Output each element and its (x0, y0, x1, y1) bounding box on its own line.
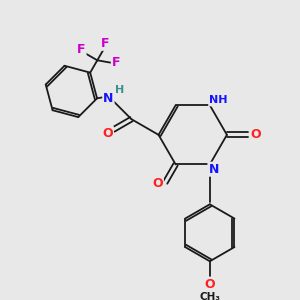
Text: N: N (208, 163, 219, 176)
Text: O: O (102, 127, 113, 140)
Text: O: O (250, 128, 261, 141)
Text: CH₃: CH₃ (199, 292, 220, 300)
Text: H: H (115, 85, 124, 95)
Text: F: F (77, 43, 86, 56)
Text: O: O (152, 177, 163, 190)
Text: F: F (112, 56, 120, 69)
Text: O: O (205, 278, 215, 291)
Text: F: F (101, 37, 109, 50)
Text: N: N (103, 92, 114, 105)
Text: NH: NH (209, 95, 228, 106)
